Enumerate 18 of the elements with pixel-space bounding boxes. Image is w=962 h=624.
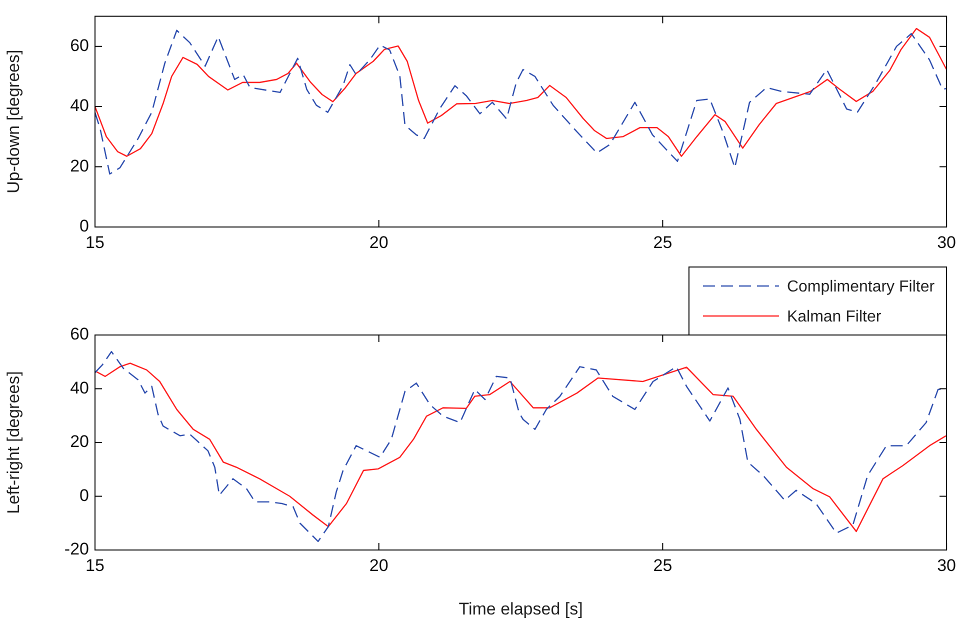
y-tick-label: 60 <box>70 324 89 344</box>
y-tick-label: 60 <box>70 36 89 55</box>
y-tick-label: 40 <box>70 378 89 398</box>
y-tick-label: 40 <box>70 96 89 116</box>
y-axis-title: Left-right [degrees] <box>4 371 23 514</box>
y-axis-title: Up-down [degrees] <box>4 50 23 194</box>
legend-label: Complimentary Filter <box>786 278 936 296</box>
x-axis-title: Time elapsed [s] <box>458 599 583 618</box>
x-tick-label: 20 <box>369 556 388 575</box>
y-tick-label: 0 <box>80 486 89 505</box>
y-tick-label: 20 <box>70 432 89 452</box>
x-tick-label: 25 <box>653 556 672 575</box>
y-tick-label: 20 <box>70 156 89 176</box>
x-tick-label: 30 <box>937 556 956 575</box>
x-tick-label: 20 <box>369 232 388 252</box>
x-tick-label: 25 <box>653 232 672 252</box>
legend-label: Kalman Filter <box>786 308 882 326</box>
x-tick-label: 30 <box>937 232 956 252</box>
